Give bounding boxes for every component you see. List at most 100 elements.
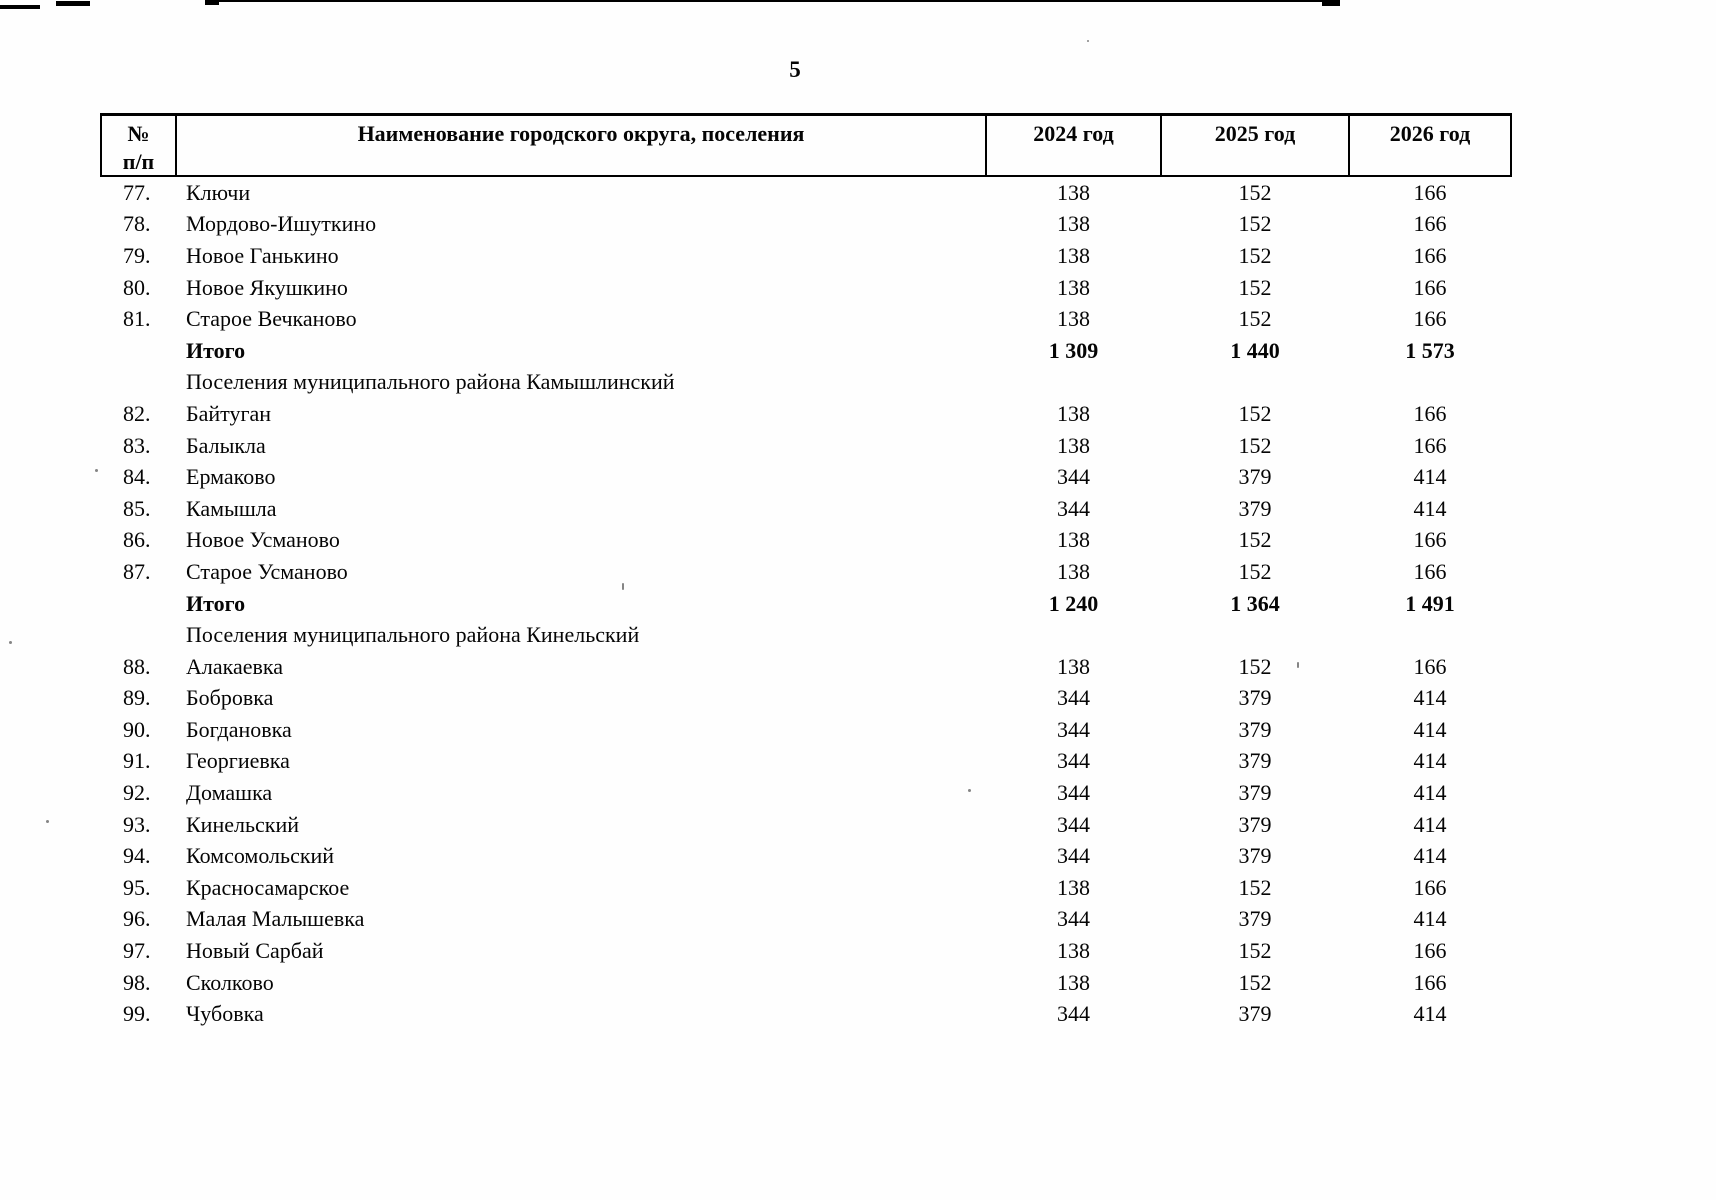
scan-speck (968, 789, 971, 792)
value-2024: 138 (1057, 653, 1090, 679)
data-row: 95. Красносамарское 138 152 166 (101, 872, 1511, 904)
value-2026: 166 (1413, 432, 1447, 458)
value-2025: 152 (1238, 306, 1272, 332)
header-2026: 2026 год (1348, 113, 1512, 177)
row-number: 83. (123, 432, 151, 458)
value-2025: 379 (1238, 1001, 1272, 1027)
row-number: 94. (123, 843, 151, 869)
data-row: 93. Кинельский 344 379 414 (101, 809, 1511, 841)
value-2025: 1 440 (1230, 337, 1280, 363)
row-number: 92. (123, 780, 151, 806)
settlement-name: Ключи (186, 179, 251, 205)
value-2025: 379 (1238, 748, 1272, 774)
row-number: 99. (123, 1001, 151, 1027)
settlement-name: Балыкла (186, 432, 266, 458)
data-row: 98. Сколково 138 152 166 (101, 967, 1511, 999)
row-number (101, 335, 176, 367)
settlement-name: Алакаевка (186, 653, 284, 679)
data-row: 83. Балыкла 138 152 166 (101, 430, 1511, 462)
data-row: 91. Георгиевка 344 379 414 (101, 746, 1511, 778)
scan-artifact-blob (205, 0, 219, 5)
value-2024: 138 (1057, 306, 1090, 332)
settlement-name: Сколково (186, 969, 274, 995)
value-2026: 166 (1413, 400, 1447, 426)
settlement-name: Камышла (186, 495, 277, 521)
settlement-name: Домашка (186, 780, 273, 806)
header-2024: 2024 год (985, 113, 1162, 177)
scan-speck (1087, 40, 1089, 42)
value-2024: 138 (1057, 274, 1090, 300)
row-number (101, 588, 176, 620)
value-2025: 152 (1238, 938, 1272, 964)
row-number: 84. (123, 464, 151, 490)
scan-speck (622, 583, 624, 590)
settlement-name: Малая Малышевка (186, 906, 365, 932)
header-num-line2: п/п (122, 148, 155, 174)
settlement-name: Новый Сарбай (186, 938, 324, 964)
data-row: 78. Мордово-Ишуткино 138 152 166 (101, 209, 1511, 241)
value-2025: 152 (1238, 400, 1272, 426)
scan-speck (95, 469, 98, 472)
section-title: Поселения муниципального района Кинельск… (186, 622, 640, 648)
value-2025: 379 (1238, 495, 1272, 521)
data-row: 96. Малая Малышевка 344 379 414 (101, 904, 1511, 936)
section-title: Поселения муниципального района Камышлин… (186, 369, 675, 395)
header-num-line1: № (127, 121, 150, 146)
scan-artifact-dash (0, 5, 40, 9)
data-row: 80. Новое Якушкино 138 152 166 (101, 272, 1511, 304)
data-row: 82. Байтуган 138 152 166 (101, 398, 1511, 430)
value-2026: 166 (1413, 211, 1447, 237)
settlement-name: Ермаково (186, 464, 276, 490)
value-2025: 152 (1238, 242, 1272, 268)
data-row: 84. Ермаково 344 379 414 (101, 461, 1511, 493)
scan-artifact-dash (1322, 0, 1340, 6)
settlement-name: Байтуган (186, 400, 272, 426)
table-header: № п/п Наименование городского округа, по… (100, 113, 1512, 177)
value-2026: 166 (1413, 242, 1447, 268)
row-number: 96. (123, 906, 151, 932)
row-number: 86. (123, 527, 151, 553)
value-2024: 138 (1057, 432, 1090, 458)
value-2024: 138 (1057, 400, 1090, 426)
value-2025: 152 (1238, 969, 1272, 995)
total-row: Итого 1 240 1 364 1 491 (101, 588, 1511, 620)
row-number (101, 619, 176, 651)
row-number: 98. (123, 969, 151, 995)
value-2024: 344 (1057, 464, 1090, 490)
data-row: 79. Новое Ганькино 138 152 166 (101, 240, 1511, 272)
data-row: 81. Старое Вечканово 138 152 166 (101, 303, 1511, 335)
settlement-name: Чубовка (186, 1001, 264, 1027)
settlement-name: Новое Усманово (186, 527, 340, 553)
table-body: 77. Ключи 138 152 166 78. Мордово-Ишуткино 138 1… (101, 176, 1511, 1030)
row-number: 82. (123, 400, 151, 426)
data-row: 90. Богдановка 344 379 414 (101, 714, 1511, 746)
scan-artifact-line (205, 0, 1331, 2)
value-2025: 152 (1238, 179, 1272, 205)
value-2024: 344 (1057, 1001, 1090, 1027)
value-2026: 166 (1413, 969, 1447, 995)
value-2026: 166 (1413, 306, 1447, 332)
settlement-name: Мордово-Ишуткино (186, 211, 377, 237)
value-2024: 344 (1057, 780, 1090, 806)
header-name: Наименование городского округа, поселени… (175, 113, 987, 177)
value-2025: 379 (1238, 843, 1272, 869)
value-2024: 138 (1057, 179, 1090, 205)
value-2025: 379 (1238, 906, 1272, 932)
row-number: 97. (123, 938, 151, 964)
row-number: 88. (123, 653, 151, 679)
value-2026: 414 (1413, 495, 1447, 521)
row-number: 91. (123, 748, 151, 774)
row-number: 77. (123, 179, 151, 205)
value-2024: 344 (1057, 716, 1090, 742)
value-2026: 414 (1413, 685, 1447, 711)
value-2026: 414 (1413, 748, 1447, 774)
value-2025: 152 (1238, 432, 1272, 458)
settlement-name: Георгиевка (186, 748, 290, 774)
value-2026: 166 (1413, 558, 1447, 584)
data-row: 89. Бобровка 344 379 414 (101, 683, 1511, 715)
value-2026: 166 (1413, 653, 1447, 679)
row-number: 80. (123, 274, 151, 300)
value-2025: 152 (1238, 527, 1272, 553)
value-2025: 152 (1238, 211, 1272, 237)
schedule-table: № п/п Наименование городского округа, по… (100, 113, 1512, 1030)
